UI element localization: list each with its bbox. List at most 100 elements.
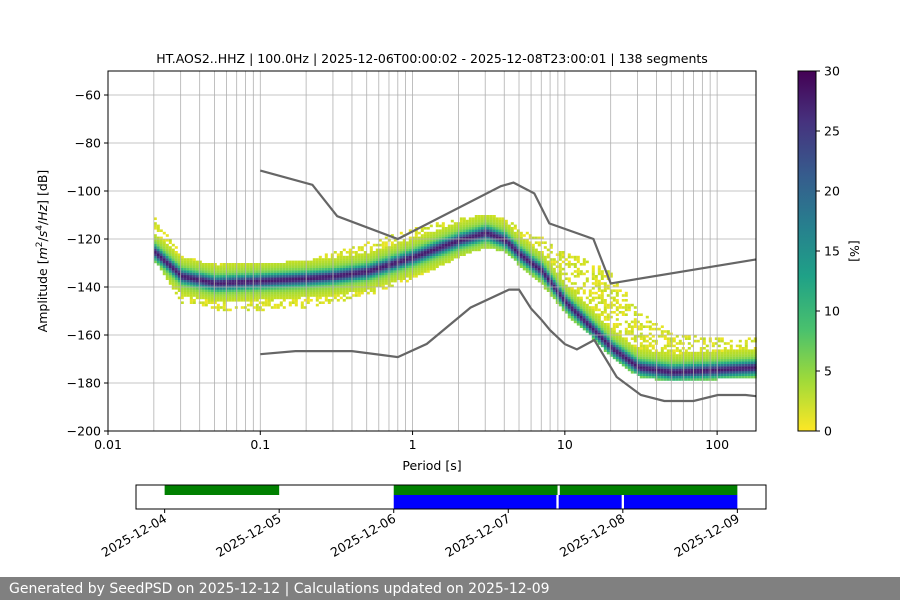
psd-cell	[573, 303, 577, 307]
psd-cell	[357, 265, 361, 268]
psd-cell	[393, 270, 397, 273]
psd-cell	[558, 303, 562, 307]
psd-cell	[684, 349, 688, 352]
psd-cell	[732, 373, 736, 376]
psd-cell	[192, 282, 196, 285]
psd-cell	[432, 251, 436, 254]
psd-cell	[198, 289, 202, 292]
psd-cell	[375, 284, 379, 288]
psd-cell	[735, 349, 739, 352]
psd-cell	[183, 284, 187, 288]
psd-segment-bar	[558, 495, 622, 509]
psd-cell	[570, 311, 574, 314]
psd-cell	[384, 265, 388, 268]
psd-cell	[552, 277, 556, 280]
psd-cell	[582, 284, 586, 288]
psd-cell	[432, 246, 436, 249]
psd-cell	[597, 320, 601, 324]
psd-cell	[639, 366, 643, 369]
psd-cell	[324, 263, 328, 266]
psd-cell	[633, 368, 637, 372]
psd-cell	[642, 354, 646, 357]
psd-cell	[414, 253, 418, 256]
psd-cell	[540, 260, 544, 264]
psd-cell	[222, 308, 226, 312]
psd-cell	[315, 291, 319, 295]
psd-cell	[264, 291, 268, 295]
psd-cell	[411, 265, 415, 268]
psd-cell	[291, 277, 295, 280]
psd-cell	[210, 263, 214, 266]
psd-cell	[405, 253, 409, 256]
psd-cell	[630, 363, 634, 367]
psd-cell	[741, 354, 745, 357]
psd-cell	[600, 301, 604, 304]
psd-cell	[495, 217, 499, 220]
psd-cell	[525, 263, 529, 266]
psd-cell	[633, 366, 637, 369]
psd-cell	[165, 260, 169, 264]
psd-cell	[381, 255, 385, 259]
psd-cell	[636, 347, 640, 350]
psd-cell	[738, 363, 742, 367]
psd-cell	[693, 375, 697, 379]
psd-cell	[753, 366, 757, 369]
psd-cell	[549, 263, 553, 266]
psd-cell	[558, 284, 562, 288]
psd-cell	[300, 289, 304, 292]
psd-cell	[486, 217, 490, 220]
psd-cell	[462, 231, 466, 235]
psd-cell	[579, 325, 583, 328]
psd-cell	[357, 272, 361, 276]
psd-cell	[624, 294, 628, 297]
psd-cell	[366, 272, 370, 276]
psd-cell	[288, 275, 292, 278]
psd-cell	[225, 299, 229, 302]
psd-cell	[411, 246, 415, 249]
psd-cell	[612, 289, 616, 292]
psd-cell	[657, 354, 661, 357]
psd-cell	[516, 236, 520, 240]
psd-cell	[159, 248, 163, 252]
psd-cell	[672, 351, 676, 355]
psd-cell	[666, 342, 670, 345]
psd-cell	[729, 363, 733, 367]
psd-cell	[393, 265, 397, 268]
psd-cell	[180, 260, 184, 264]
psd-cell	[450, 236, 454, 240]
psd-cell	[741, 368, 745, 372]
psd-cell	[633, 349, 637, 352]
psd-cell	[630, 371, 634, 374]
psd-cell	[453, 255, 457, 259]
psd-cell	[576, 315, 580, 319]
psd-cell	[627, 342, 631, 345]
psd-cell	[663, 371, 667, 374]
psd-cell	[183, 270, 187, 273]
psd-cell	[174, 263, 178, 266]
psd-cell	[729, 375, 733, 379]
psd-cell	[597, 325, 601, 328]
psd-cell	[627, 368, 631, 372]
psd-cell	[744, 375, 748, 379]
psd-cell	[411, 258, 415, 261]
psd-cell	[615, 313, 619, 316]
psd-cell	[324, 265, 328, 268]
psd-cell	[189, 294, 193, 297]
psd-cell	[411, 275, 415, 278]
psd-cell	[693, 359, 697, 362]
psd-cell	[615, 356, 619, 360]
psd-cell	[630, 361, 634, 364]
psd-cell	[162, 267, 166, 271]
psd-cell	[693, 368, 697, 372]
psd-cell	[348, 253, 352, 256]
psd-cell	[594, 325, 598, 328]
psd-cell	[522, 265, 526, 268]
psd-cell	[225, 308, 229, 312]
psd-cell	[705, 363, 709, 367]
psd-cell	[528, 246, 532, 249]
psd-cell	[570, 272, 574, 276]
psd-cell	[495, 234, 499, 237]
psd-cell	[612, 327, 616, 331]
psd-cell	[540, 282, 544, 285]
psd-cell	[255, 282, 259, 285]
